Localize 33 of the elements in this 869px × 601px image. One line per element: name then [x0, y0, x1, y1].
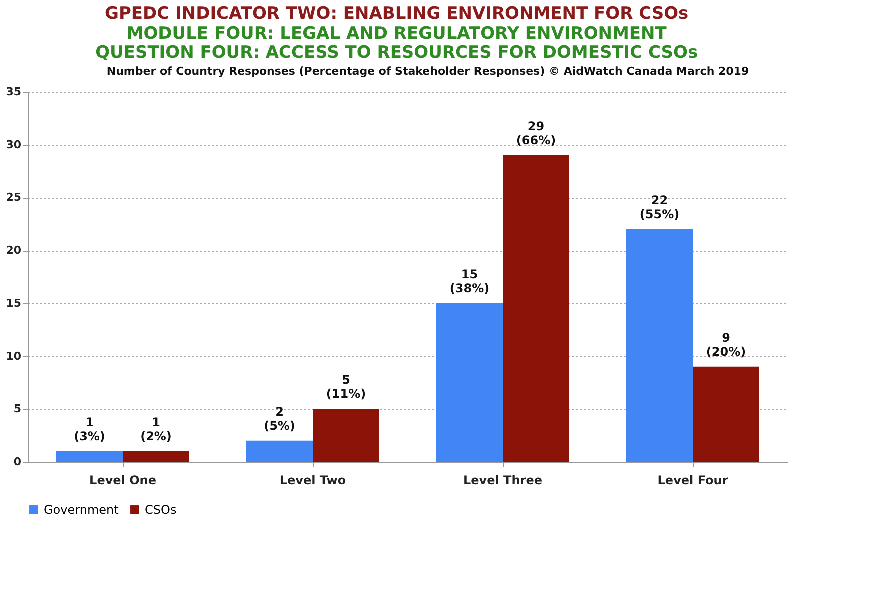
- data-label: 2 (5%): [264, 404, 296, 433]
- y-tick-label: 25: [6, 191, 22, 204]
- chart-title: GPEDC INDICATOR TWO: ENABLING ENVIRONMENT FOR CSOs: [105, 4, 689, 24]
- legend-label: Government: [44, 503, 120, 517]
- bar: [56, 451, 123, 462]
- y-tick-label: 20: [6, 244, 22, 258]
- bar: [313, 409, 380, 462]
- data-label: 1 (3%): [74, 415, 106, 444]
- text: Number of Country Responses (Percentage of Stakeholder Responses) © AidWatch Canada March 2019: [106, 65, 750, 78]
- data-label: 1 (2%): [140, 415, 172, 444]
- y-tick-label: 30: [6, 138, 22, 152]
- y-tick-label: 0: [14, 456, 22, 468]
- data-label: 5 (11%): [326, 373, 366, 402]
- y-tick-label: 5: [14, 402, 22, 416]
- bar: [246, 440, 313, 462]
- x-tick-label: Level Two: [280, 474, 346, 488]
- x-tick-label: Level Four: [658, 474, 728, 488]
- y-tick-label: 10: [6, 350, 22, 363]
- bar: [626, 229, 693, 462]
- x-tick-label: Level Three: [464, 474, 542, 488]
- bar: [436, 303, 503, 462]
- data-label: 15 (38%): [450, 267, 490, 296]
- bar: [693, 366, 760, 462]
- y-tick-label: 35: [6, 86, 22, 98]
- data-label: 29 (66%): [516, 119, 556, 148]
- bar: [123, 451, 190, 462]
- y-tick-label: 15: [6, 296, 22, 310]
- chart-subtitle: MODULE FOUR: LEGAL AND REGULATORY ENVIRONMENT QUESTION FOUR: ACCESS TO RESOURCES FOR DOMESTIC CSOs: [96, 24, 698, 63]
- x-tick-label: Level One: [90, 474, 156, 488]
- legend-label: CSOs: [145, 503, 177, 517]
- data-label: 9 (20%): [706, 330, 746, 359]
- data-label: 22 (55%): [640, 193, 680, 222]
- bar: [503, 155, 570, 462]
